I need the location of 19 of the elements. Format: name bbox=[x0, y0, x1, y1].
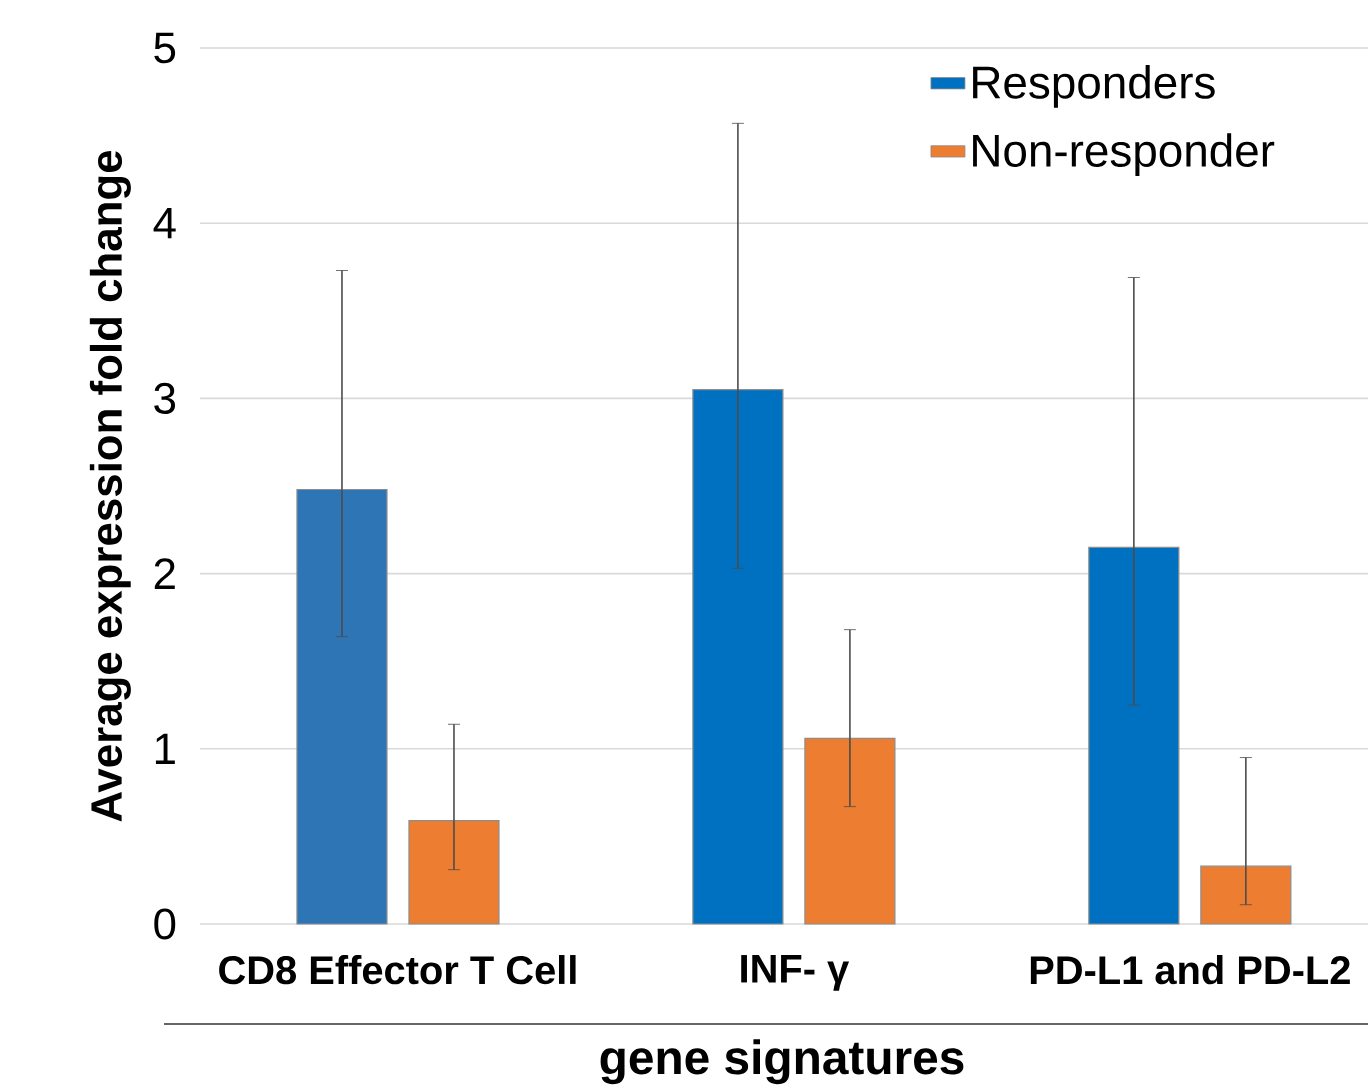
x-tick-label: INF- γ bbox=[741, 955, 850, 991]
y-tick-label: 1 bbox=[155, 733, 175, 764]
bar bbox=[1200, 865, 1292, 925]
legend-label: Non-responder bbox=[973, 133, 1275, 176]
y-axis-title: Average expression fold change bbox=[89, 150, 131, 822]
y-tick-label: 0 bbox=[154, 908, 176, 940]
bar bbox=[408, 820, 500, 925]
bar bbox=[1088, 546, 1180, 925]
bar bbox=[804, 737, 896, 925]
y-tick-label: 3 bbox=[154, 382, 176, 414]
x-tick-label: PD-L1 and PD-L2 bbox=[1030, 955, 1350, 985]
bar bbox=[296, 488, 388, 925]
y-tick-label: 2 bbox=[154, 558, 175, 589]
x-tick-label: CD8 Effector T Cell bbox=[219, 955, 576, 985]
bar bbox=[692, 389, 784, 925]
y-tick-label: 5 bbox=[154, 32, 176, 64]
x-axis-title: gene signatures bbox=[600, 1039, 964, 1085]
legend-label: Responders bbox=[973, 65, 1215, 108]
y-tick-label: 4 bbox=[153, 208, 176, 239]
